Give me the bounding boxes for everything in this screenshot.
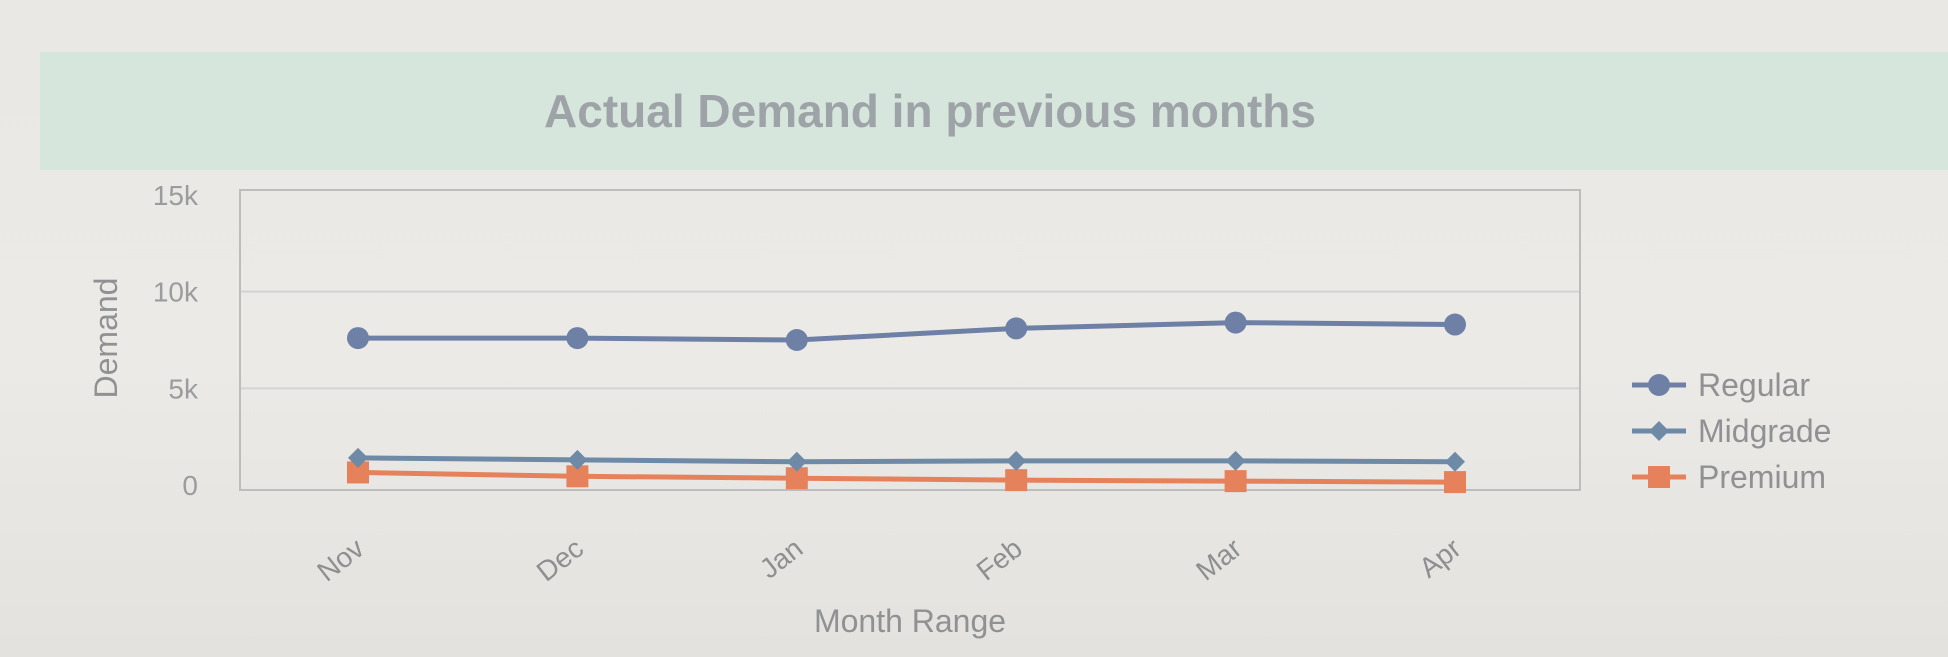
x-tick-label: Dec bbox=[531, 532, 589, 587]
x-tick-label: Mar bbox=[1190, 532, 1247, 586]
y-tick-label: 5k bbox=[168, 373, 199, 404]
legend-marker bbox=[1648, 466, 1670, 488]
legend-marker bbox=[1649, 421, 1669, 441]
y-tick-label: 15k bbox=[153, 180, 199, 211]
data-point bbox=[1005, 317, 1028, 340]
data-point bbox=[566, 465, 589, 488]
data-point bbox=[1005, 469, 1028, 492]
data-point bbox=[566, 327, 589, 350]
y-axis-title: Demand bbox=[88, 278, 124, 399]
series-line bbox=[357, 469, 1456, 485]
data-point bbox=[567, 449, 588, 470]
data-point bbox=[1444, 471, 1466, 494]
series-premium bbox=[347, 461, 1466, 494]
data-point bbox=[347, 461, 369, 484]
legend-item-regular: Regular bbox=[1632, 367, 1810, 403]
chart-title: Actual Demand in previous months bbox=[544, 85, 1316, 137]
data-point bbox=[785, 329, 808, 351]
data-point bbox=[1224, 311, 1247, 334]
legend: Regular Midgrade Premium bbox=[1632, 367, 1831, 495]
data-point bbox=[785, 467, 808, 490]
data-point bbox=[1224, 470, 1247, 493]
data-point bbox=[1225, 450, 1246, 471]
legend-item-midgrade: Midgrade bbox=[1632, 413, 1831, 449]
data-point bbox=[1444, 313, 1466, 336]
series-midgrade bbox=[348, 447, 1465, 472]
legend-label: Premium bbox=[1698, 459, 1826, 495]
title-band: Actual Demand in previous months bbox=[40, 52, 1948, 170]
data-point bbox=[1006, 450, 1027, 471]
data-point bbox=[1445, 451, 1465, 472]
legend-label: Midgrade bbox=[1698, 413, 1831, 449]
x-tick-label: Nov bbox=[311, 532, 369, 587]
legend-label: Regular bbox=[1698, 367, 1810, 403]
x-tick-label: Jan bbox=[754, 532, 809, 584]
x-tick-label: Feb bbox=[971, 532, 1028, 586]
x-tick-label: Apr bbox=[1413, 532, 1466, 583]
data-point bbox=[348, 447, 368, 468]
y-tick-label: 10k bbox=[153, 277, 199, 308]
x-tick-labels: Nov Dec Jan Feb Mar Apr bbox=[311, 532, 1466, 587]
data-point bbox=[347, 327, 369, 350]
plot-area-frame bbox=[239, 189, 1581, 491]
data-point bbox=[786, 451, 807, 472]
x-axis-title: Month Range bbox=[814, 603, 1006, 639]
legend-item-premium: Premium bbox=[1632, 459, 1826, 495]
legend-marker bbox=[1648, 374, 1670, 396]
y-tick-labels: 0 5k 10k 15k bbox=[153, 180, 199, 501]
y-tick-label: 0 bbox=[182, 470, 198, 501]
series-line bbox=[357, 455, 1456, 465]
series-regular bbox=[347, 311, 1466, 351]
series-line bbox=[358, 320, 1456, 343]
grid-layer bbox=[240, 290, 1580, 390]
series-layer bbox=[347, 311, 1466, 494]
